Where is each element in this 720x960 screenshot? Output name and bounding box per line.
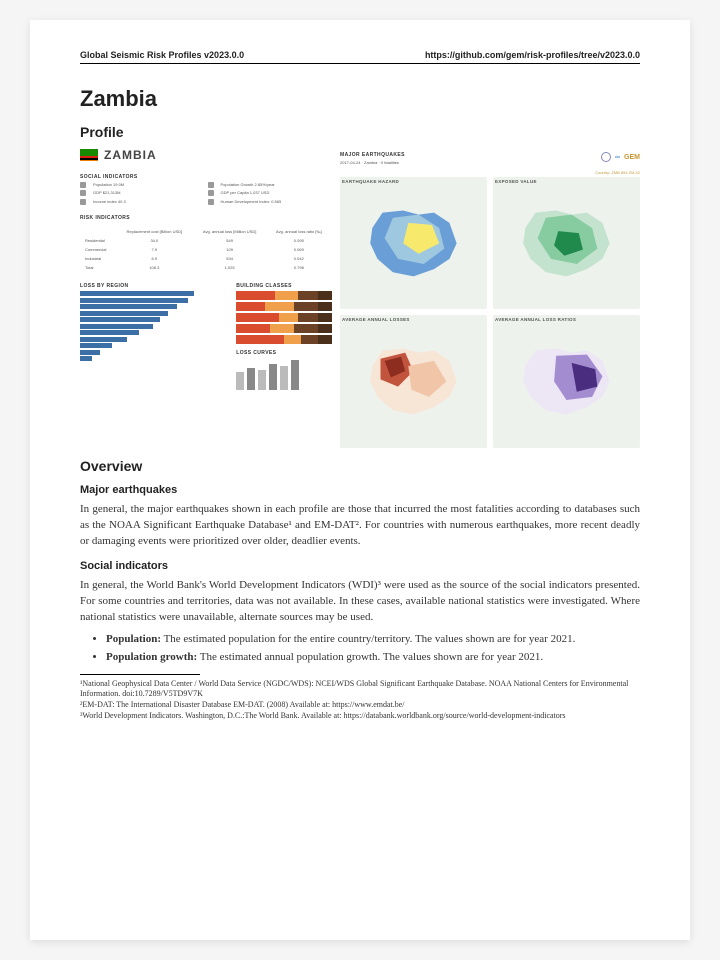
loss-bar (247, 368, 255, 390)
infinity-icon: ∞ (615, 154, 620, 161)
header-left: Global Seismic Risk Profiles v2023.0.0 (80, 50, 244, 60)
region-bar (80, 343, 112, 348)
footnote-3: ³World Development Indicators. Washingto… (80, 711, 640, 722)
social-text: In general, the World Bank's World Devel… (80, 578, 640, 626)
dashboard-left: ZAMBIA SOCIAL INDICATORS Population 19.0… (80, 148, 332, 448)
logo-row: ∞ GEM (601, 148, 640, 166)
risk-row: Industrial6.95340.042 (82, 255, 330, 262)
loss-bar (236, 372, 244, 390)
major-eq-title: MAJOR EARTHQUAKES (340, 152, 405, 158)
building-stack-row (236, 291, 332, 300)
gdp-icon (80, 190, 86, 196)
risk-heading: RISK INDICATORS (80, 215, 332, 221)
risk-row: Total108.31,0250.798 (82, 264, 330, 271)
dashboard-right: MAJOR EARTHQUAKES 2017-04-24 · Zambia · … (340, 148, 640, 448)
map-grid: EARTHQUAKE HAZARD EXPOSED VALUE (340, 177, 640, 448)
country-label: ZAMBIA (104, 148, 157, 162)
flag-row: ZAMBIA (80, 148, 332, 162)
major-eq-text: In general, the major earthquakes shown … (80, 502, 640, 550)
overview-heading: Overview (80, 458, 640, 474)
loss-bar (269, 364, 277, 390)
social-growth: Population Growth 2.85%/year (221, 182, 333, 188)
footnote-1: ¹National Geophysical Data Center / Worl… (80, 679, 640, 701)
region-bar (80, 304, 177, 309)
zambia-ratios-shape (515, 339, 618, 424)
zambia-hazard-shape (362, 201, 465, 286)
map-hazard: EARTHQUAKE HAZARD (340, 177, 487, 310)
loss-by-region-chart: LOSS BY REGION (80, 279, 226, 448)
risk-row: Residential34.05490.095 (82, 237, 330, 244)
building-stack-row (236, 335, 332, 344)
bullet-population: Population: The estimated population for… (106, 632, 640, 648)
profile-heading: Profile (80, 124, 640, 140)
region-bars (80, 291, 226, 363)
social-indicators: Population 19.0M Population Growth 2.85%… (80, 182, 332, 205)
index-icon (80, 199, 86, 205)
page: Global Seismic Risk Profiles v2023.0.0 h… (30, 20, 690, 940)
social-pop: Population 19.0M (93, 182, 205, 188)
map-exposed: EXPOSED VALUE (493, 177, 640, 310)
risk-table: Replacement cost [Billion USD] Avg. annu… (80, 226, 332, 273)
gem-logo: GEM (624, 154, 640, 161)
zambia-flag-icon (80, 149, 98, 161)
map-losses: AVERAGE ANNUAL LOSSES (340, 315, 487, 448)
building-classes-chart: BUILDING CLASSES LOSS CURVES (236, 279, 332, 448)
loss-bar (280, 366, 288, 390)
region-bar (80, 291, 194, 296)
region-bar (80, 298, 188, 303)
header-right: https://github.com/gem/risk-profiles/tre… (425, 50, 640, 60)
loss-curve-bars (236, 360, 332, 390)
social-gdppc: GDP per Capita 1,037 USD (221, 190, 333, 196)
hdi-icon (208, 199, 214, 205)
social-heading: Social indicators (80, 560, 640, 572)
social-hdi: Human Development Index: 0.565 (221, 199, 333, 205)
footnotes: ¹National Geophysical Data Center / Worl… (80, 679, 640, 722)
building-stack-row (236, 313, 332, 322)
map-ratios: AVERAGE ANNUAL LOSS RATIOS (493, 315, 640, 448)
footnote-rule (80, 674, 200, 675)
major-eq-heading: Major earthquakes (80, 484, 640, 496)
risk-header-row: Replacement cost [Billion USD] Avg. annu… (82, 228, 330, 235)
globe-icon (601, 152, 611, 162)
page-header: Global Seismic Risk Profiles v2023.0.0 h… (80, 50, 640, 64)
page-title: Zambia (80, 86, 640, 112)
dashboard-top-row: MAJOR EARTHQUAKES 2017-04-24 · Zambia · … (340, 148, 640, 166)
building-stacks (236, 291, 332, 344)
region-bar (80, 311, 168, 316)
region-bar (80, 350, 100, 355)
region-bar (80, 317, 160, 322)
major-eq-block: MAJOR EARTHQUAKES 2017-04-24 · Zambia · … (340, 148, 405, 166)
gdppc-icon (208, 190, 214, 196)
zambia-losses-shape (362, 339, 465, 424)
zambia-exposed-shape (515, 201, 618, 286)
growth-icon (208, 182, 214, 188)
region-bar (80, 356, 92, 361)
building-stack-row (236, 302, 332, 311)
risk-row: Commercial7.91090.069 (82, 246, 330, 253)
social-gdp: GDP $21,313M (93, 190, 205, 196)
loss-bar (258, 370, 266, 390)
major-eq-sub: 2017-04-24 · Zambia · 0 fatalities (340, 160, 405, 166)
social-idx: Income index 40.3 (93, 199, 205, 205)
building-label: BUILDING CLASSES (236, 283, 332, 289)
profile-dashboard: ZAMBIA SOCIAL INDICATORS Population 19.0… (80, 148, 640, 448)
footnote-2: ²EM-DAT: The International Disaster Data… (80, 700, 640, 711)
bullet-pop-growth: Population growth: The estimated annual … (106, 650, 640, 666)
bullet-list: Population: The estimated population for… (106, 632, 640, 666)
charts-row: LOSS BY REGION BUILDING CLASSES LOSS CUR… (80, 279, 332, 448)
region-bar (80, 324, 153, 329)
loss-curves-label: LOSS CURVES (236, 350, 332, 356)
people-icon (80, 182, 86, 188)
region-bar (80, 330, 139, 335)
region-bar (80, 337, 127, 342)
loss-bar (291, 360, 299, 390)
social-heading: SOCIAL INDICATORS (80, 174, 332, 180)
building-stack-row (236, 324, 332, 333)
loss-region-label: LOSS BY REGION (80, 283, 226, 289)
